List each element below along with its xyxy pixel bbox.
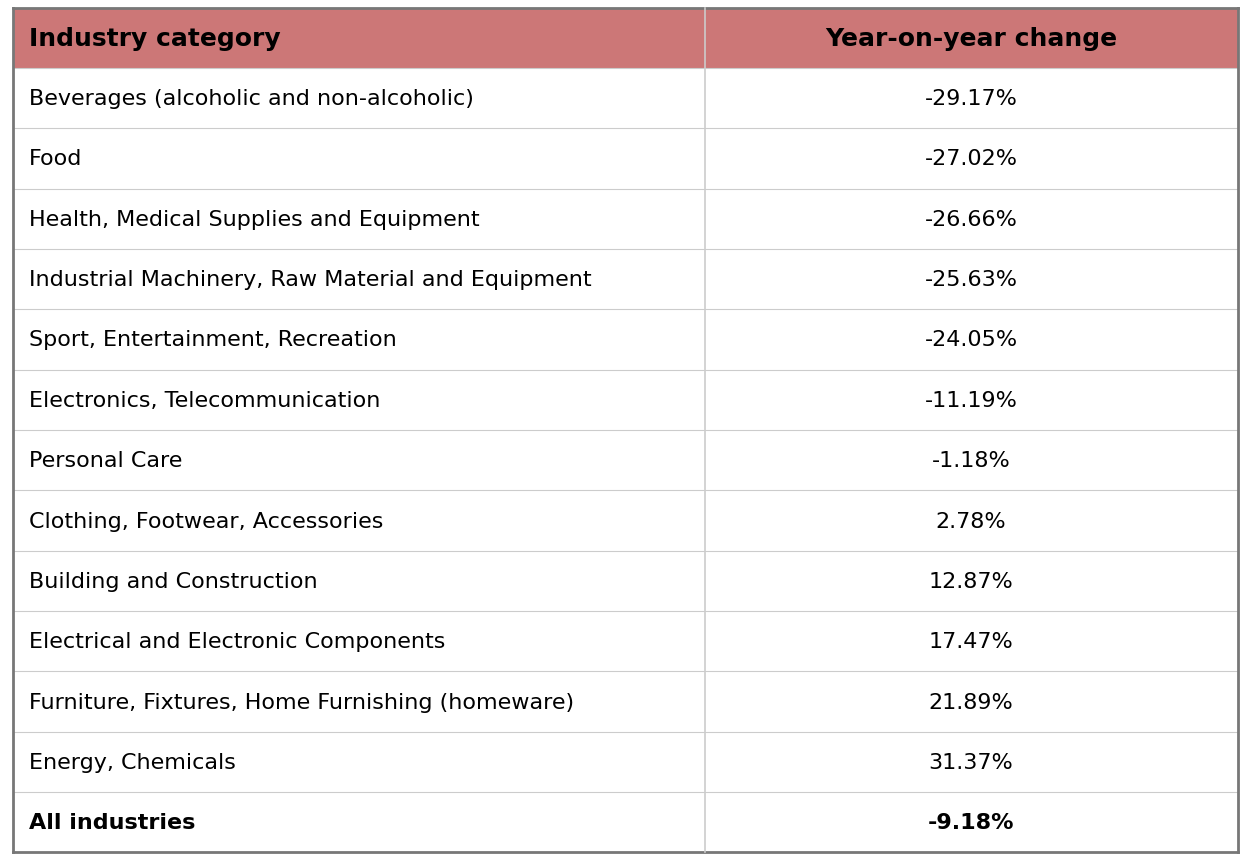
Text: -29.17%: -29.17% [925, 89, 1018, 109]
Bar [12, 9, 705, 69]
Bar [12, 732, 705, 792]
Bar [705, 310, 1238, 370]
Bar [705, 250, 1238, 310]
Bar [12, 491, 705, 551]
Bar [705, 189, 1238, 250]
Bar [12, 129, 705, 189]
Bar [12, 611, 705, 672]
Bar [12, 250, 705, 310]
Bar [12, 551, 705, 611]
Bar [705, 9, 1238, 69]
Text: Food: Food [29, 149, 82, 170]
Text: Industry category: Industry category [29, 27, 280, 51]
Bar [705, 611, 1238, 672]
Text: All industries: All industries [29, 812, 195, 833]
Text: Electronics, Telecommunication: Electronics, Telecommunication [29, 390, 380, 411]
Text: Industrial Machinery, Raw Material and Equipment: Industrial Machinery, Raw Material and E… [29, 269, 591, 290]
Text: Clothing, Footwear, Accessories: Clothing, Footwear, Accessories [29, 511, 382, 531]
Text: 31.37%: 31.37% [929, 752, 1014, 772]
Bar [705, 792, 1238, 852]
Text: Energy, Chemicals: Energy, Chemicals [29, 752, 235, 772]
Bar [705, 69, 1238, 129]
Bar [705, 551, 1238, 611]
Bar [12, 69, 705, 129]
Bar [705, 430, 1238, 491]
Bar [705, 672, 1238, 732]
Bar [12, 430, 705, 491]
Text: -9.18%: -9.18% [928, 812, 1014, 833]
Text: Health, Medical Supplies and Equipment: Health, Medical Supplies and Equipment [29, 209, 480, 230]
Text: -11.19%: -11.19% [925, 390, 1018, 411]
Text: -24.05%: -24.05% [925, 330, 1018, 350]
Text: Sport, Entertainment, Recreation: Sport, Entertainment, Recreation [29, 330, 396, 350]
Text: Year-on-year change: Year-on-year change [825, 27, 1118, 51]
Text: Personal Care: Personal Care [29, 450, 182, 471]
Bar [12, 672, 705, 732]
Bar [705, 491, 1238, 551]
Text: Electrical and Electronic Components: Electrical and Electronic Components [29, 631, 445, 652]
Text: -26.66%: -26.66% [925, 209, 1018, 230]
Bar [12, 189, 705, 250]
Bar [705, 129, 1238, 189]
Text: Furniture, Fixtures, Home Furnishing (homeware): Furniture, Fixtures, Home Furnishing (ho… [29, 691, 574, 712]
Bar [705, 732, 1238, 792]
Text: -27.02%: -27.02% [925, 149, 1018, 170]
Text: 21.89%: 21.89% [929, 691, 1014, 712]
Bar [12, 792, 705, 852]
Bar [705, 370, 1238, 430]
Text: -25.63%: -25.63% [925, 269, 1018, 290]
Bar [12, 310, 705, 370]
Text: 2.78%: 2.78% [936, 511, 1006, 531]
Bar [12, 370, 705, 430]
Text: Building and Construction: Building and Construction [29, 571, 318, 592]
Text: Beverages (alcoholic and non-alcoholic): Beverages (alcoholic and non-alcoholic) [29, 89, 474, 109]
Text: -1.18%: -1.18% [931, 450, 1010, 471]
Text: 12.87%: 12.87% [929, 571, 1014, 592]
Text: 17.47%: 17.47% [929, 631, 1014, 652]
